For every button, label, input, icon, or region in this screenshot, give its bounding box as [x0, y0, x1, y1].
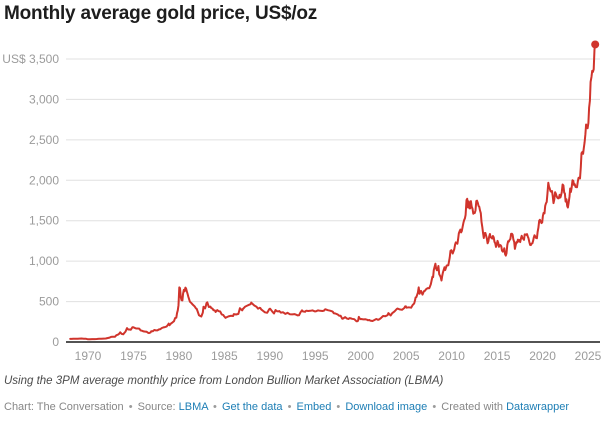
price-line	[69, 43, 597, 341]
get-the-data-link[interactable]: Get the data	[221, 401, 283, 413]
footer-separator: •	[336, 401, 341, 413]
y-tick-label: 1,000	[29, 254, 59, 268]
datawrapper-link[interactable]: Datawrapper	[506, 401, 570, 413]
source-label: Source:	[137, 401, 176, 413]
embed-link[interactable]: Embed	[296, 401, 332, 413]
x-tick-label: 2025	[575, 349, 602, 363]
y-tick-label: 0	[52, 335, 59, 349]
end-point-dot	[591, 40, 600, 49]
gold-price-line-chart: 0 500 1,000 1,500 2,000 2,500 3,000 US$ 3,500 19…	[2, 40, 602, 363]
x-tick-label: 1985	[211, 349, 238, 363]
x-tick-label: 1975	[120, 349, 147, 363]
chart-footer: Chart: The Conversation • Source: LBMA •…	[4, 401, 606, 413]
y-tick-label: 2,500	[29, 133, 59, 147]
x-tick-label: 1995	[302, 349, 329, 363]
x-tick-label: 1980	[166, 349, 193, 363]
chart-notes: Using the 3PM average monthly price from…	[4, 375, 444, 387]
x-tick-label: 2015	[484, 349, 511, 363]
created-with-label: Created with	[441, 401, 504, 413]
x-tick-label: 2020	[529, 349, 556, 363]
source-link[interactable]: LBMA	[178, 401, 208, 413]
y-tick-label: 3,000	[29, 92, 59, 106]
y-tick-label: 500	[39, 295, 59, 309]
footer-separator: •	[432, 401, 437, 413]
x-tick-label: 1970	[75, 349, 102, 363]
y-tick-label: 1,500	[29, 214, 59, 228]
footer-separator: •	[128, 401, 133, 413]
chart-credit: Chart: The Conversation	[4, 401, 124, 413]
page-title: Monthly average gold price, US$/oz	[4, 3, 318, 24]
y-tick-label: US$ 3,500	[2, 52, 59, 66]
footer-separator: •	[213, 401, 217, 413]
x-tick-label: 2000	[347, 349, 374, 363]
y-tick-label: 2,000	[29, 173, 59, 187]
x-tick-label: 2010	[438, 349, 465, 363]
x-tick-label: 1990	[256, 349, 283, 363]
x-tick-label: 2005	[393, 349, 420, 363]
download-image-link[interactable]: Download image	[345, 401, 428, 413]
footer-separator: •	[287, 401, 292, 413]
